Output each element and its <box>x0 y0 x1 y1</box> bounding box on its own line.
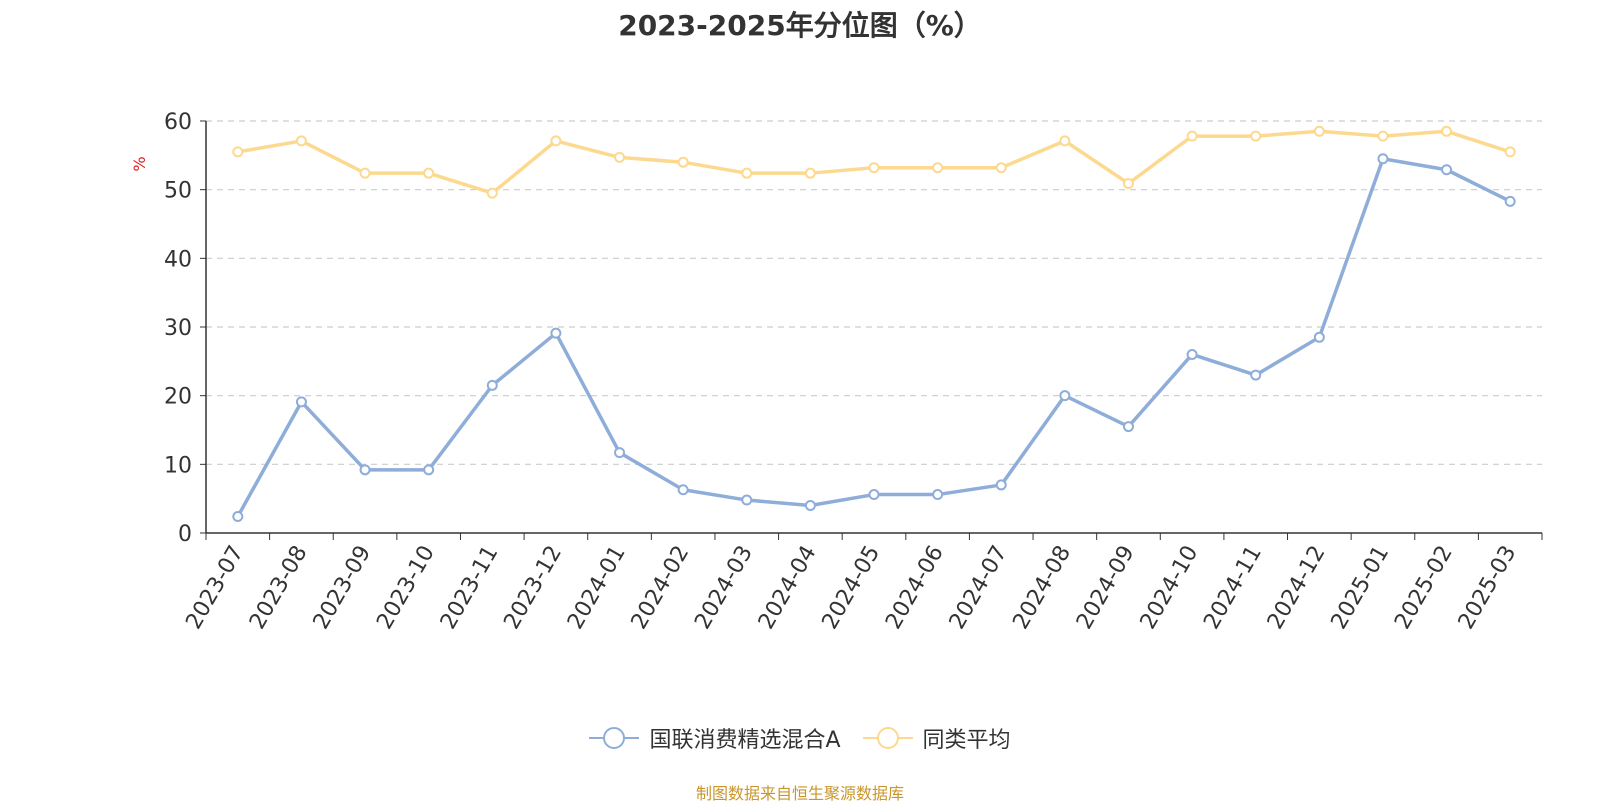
x-tick-label: 2025-01 <box>1327 542 1395 634</box>
data-point-series-1[interactable] <box>486 379 498 391</box>
legend-label-series-2: 同类平均 <box>922 728 1011 753</box>
source-note: 制图数据来自恒生聚源数据库 <box>695 784 904 803</box>
data-point-series-1[interactable] <box>1313 331 1325 343</box>
x-tick-label: 2025-02 <box>1390 542 1458 634</box>
data-point-series-1[interactable] <box>359 464 371 476</box>
data-point-series-2[interactable] <box>804 167 816 179</box>
data-point-series-1[interactable] <box>1504 195 1516 207</box>
data-point-series-2[interactable] <box>359 167 371 179</box>
data-point-series-2[interactable] <box>486 187 498 199</box>
y-tick-label: 20 <box>164 385 192 410</box>
legend-swatch-series-1 <box>589 727 640 749</box>
x-tick-label: 2024-12 <box>1263 542 1331 634</box>
data-point-series-2[interactable] <box>1250 130 1262 142</box>
data-point-series-2[interactable] <box>741 167 753 179</box>
y-tick-label: 60 <box>164 110 192 135</box>
data-point-series-1[interactable] <box>232 511 244 523</box>
x-tick-label: 2023-08 <box>245 542 313 634</box>
data-point-series-2[interactable] <box>232 146 244 158</box>
x-tick-label: 2025-03 <box>1454 542 1522 634</box>
y-tick-label: 50 <box>164 179 192 204</box>
data-point-series-1[interactable] <box>1250 369 1262 381</box>
data-point-series-2[interactable] <box>868 162 880 174</box>
series-lines <box>232 125 1516 523</box>
data-point-series-2[interactable] <box>295 135 307 147</box>
y-tick-label: 0 <box>178 522 192 547</box>
data-point-series-2[interactable] <box>423 167 435 179</box>
data-point-series-1[interactable] <box>677 484 689 496</box>
data-point-series-1[interactable] <box>804 500 816 512</box>
data-point-series-1[interactable] <box>741 494 753 506</box>
data-point-series-1[interactable] <box>1186 348 1198 360</box>
x-tick-label: 2023-09 <box>309 542 377 634</box>
data-point-series-2[interactable] <box>1186 130 1198 142</box>
x-tick-label: 2024-04 <box>754 542 822 634</box>
data-point-series-2[interactable] <box>677 156 689 168</box>
x-tick-label: 2023-11 <box>436 542 504 634</box>
x-tick-label: 2024-07 <box>945 541 1013 633</box>
y-axis-label: % <box>130 156 149 171</box>
data-point-series-1[interactable] <box>1122 421 1134 433</box>
data-point-series-2[interactable] <box>614 151 626 163</box>
x-tick-label: 2024-11 <box>1199 542 1267 634</box>
y-tick-label: 30 <box>164 316 192 341</box>
x-tick-label: 2024-02 <box>627 542 695 634</box>
y-tick-label: 10 <box>164 453 192 478</box>
chart-title: 2023-2025年分位图（%） <box>618 9 982 42</box>
data-point-series-2[interactable] <box>1122 177 1134 189</box>
data-point-series-2[interactable] <box>1504 146 1516 158</box>
data-point-series-2[interactable] <box>550 135 562 147</box>
y-tick-label: 40 <box>164 247 192 272</box>
legend-label-series-1: 国联消费精选混合A <box>649 728 841 753</box>
data-point-series-2[interactable] <box>995 162 1007 174</box>
x-tick-label: 2024-08 <box>1008 542 1076 634</box>
x-tick-label: 2023-07 <box>181 542 249 634</box>
axes <box>200 120 1543 540</box>
x-tick-label: 2024-03 <box>690 542 758 634</box>
data-point-series-1[interactable] <box>868 489 880 501</box>
x-tick-label: 2024-10 <box>1136 542 1204 634</box>
data-point-series-2[interactable] <box>1377 130 1389 142</box>
data-point-series-1[interactable] <box>995 479 1007 491</box>
data-point-series-1[interactable] <box>295 396 307 408</box>
x-tick-label: 2023-12 <box>499 542 567 634</box>
legend-item-series-2[interactable]: 同类平均 <box>862 722 1011 754</box>
x-tick-label: 2024-06 <box>881 542 949 634</box>
data-point-series-1[interactable] <box>1377 153 1389 165</box>
legend-swatch-series-2 <box>862 727 913 749</box>
x-tick-label: 2024-05 <box>818 542 886 634</box>
x-tick-labels: 2023-072023-082023-092023-102023-112023-… <box>181 541 1521 633</box>
data-point-series-2[interactable] <box>1313 125 1325 137</box>
legend: 国联消费精选混合A 同类平均 <box>0 722 1600 754</box>
data-point-series-1[interactable] <box>932 489 944 501</box>
legend-item-series-1[interactable]: 国联消费精选混合A <box>589 722 841 754</box>
x-tick-label: 2024-01 <box>563 542 631 634</box>
data-point-series-2[interactable] <box>1059 135 1071 147</box>
data-point-series-1[interactable] <box>550 327 562 339</box>
x-tick-label: 2023-10 <box>372 542 440 634</box>
data-point-series-2[interactable] <box>1441 125 1453 137</box>
data-point-series-1[interactable] <box>423 464 435 476</box>
data-point-series-1[interactable] <box>614 447 626 459</box>
data-point-series-1[interactable] <box>1059 390 1071 402</box>
x-tick-label: 2024-09 <box>1072 542 1140 634</box>
data-point-series-2[interactable] <box>932 162 944 174</box>
y-tick-labels: 0 10 20 30 40 50 60 <box>164 110 192 547</box>
data-point-series-1[interactable] <box>1441 164 1453 176</box>
